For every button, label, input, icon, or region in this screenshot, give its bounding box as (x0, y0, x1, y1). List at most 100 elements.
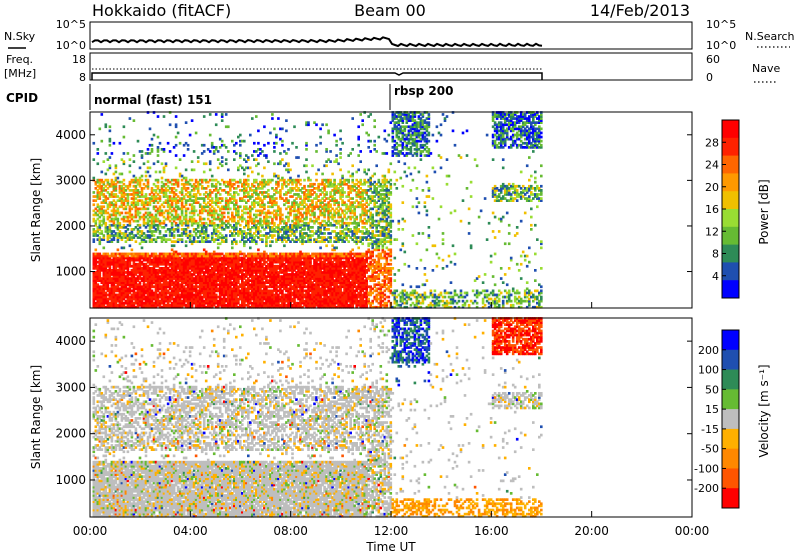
heatmap-cell (239, 134, 242, 137)
heatmap-cell (145, 175, 148, 178)
heatmap-cell (217, 150, 220, 153)
heatmap-cell (239, 224, 242, 227)
heatmap-cell (263, 167, 266, 170)
heatmap-cell (233, 158, 236, 161)
heatmap-cell (153, 234, 156, 237)
heatmap-cell (179, 142, 182, 145)
heatmap-cell (129, 171, 132, 174)
heatmap-cell (141, 179, 144, 182)
heatmap-cell (285, 130, 288, 133)
heatmap-cell (255, 179, 258, 182)
heatmap-cell (217, 247, 220, 250)
heatmap-cell (129, 117, 132, 120)
heatmap-cell (93, 142, 96, 145)
heatmap-cell (203, 115, 206, 118)
heatmap-cell (101, 140, 104, 143)
heatmap-cell (243, 140, 246, 143)
heatmap-cell (165, 162, 168, 165)
heatmap-cell (145, 193, 148, 196)
heatmap-cell (227, 150, 230, 153)
heatmap-cell (151, 138, 154, 141)
heatmap-cell (109, 125, 112, 128)
heatmap-cell (197, 156, 200, 159)
nsky-label: N.Sky (4, 30, 36, 43)
heatmap-cell (137, 140, 140, 143)
heatmap-cell (247, 156, 250, 159)
heatmap-cell (123, 136, 126, 139)
nsky-tick-top: 10^5 (56, 18, 86, 31)
heatmap-cell (289, 169, 292, 172)
heatmap-cell (287, 162, 290, 165)
heatmap-cell (249, 134, 252, 137)
heatmap-cell (177, 132, 180, 135)
heatmap-cell (203, 218, 206, 221)
heatmap-cell (161, 162, 164, 165)
heatmap-cell (255, 158, 258, 161)
heatmap-cell (237, 185, 240, 188)
heatmap-cell (179, 158, 182, 161)
heatmap-cell (115, 171, 118, 174)
heatmap-cell (221, 197, 224, 200)
heatmap-cell (173, 244, 176, 247)
heatmap-cell (261, 238, 264, 241)
heatmap-cell (203, 144, 206, 147)
heatmap-cell (227, 212, 230, 215)
heatmap-cell (211, 197, 214, 200)
heatmap-cell (273, 162, 276, 165)
heatmap-cell (263, 144, 266, 147)
heatmap-cell (185, 169, 188, 172)
heatmap-cell (105, 173, 108, 176)
heatmap-cell (287, 148, 290, 151)
heatmap-cell (113, 142, 116, 145)
heatmap-cell (235, 142, 238, 145)
heatmap-cell (175, 154, 178, 157)
nave-tick-top: 60 (706, 53, 720, 66)
heatmap-cell (237, 193, 240, 196)
heatmap-cell (275, 201, 278, 204)
heatmap-cell (169, 123, 172, 126)
heatmap-cell (141, 247, 144, 250)
heatmap-cell (247, 175, 250, 178)
heatmap-cell (273, 128, 276, 131)
heatmap-cell (251, 117, 254, 120)
heatmap-cell (285, 119, 288, 122)
heatmap-cell (157, 146, 160, 149)
heatmap-cell (175, 189, 178, 192)
heatmap-cell (135, 240, 138, 243)
heatmap-cell (105, 123, 108, 126)
heatmap-cell (271, 117, 274, 120)
heatmap-cell (305, 148, 308, 151)
heatmap-cell (269, 132, 272, 135)
heatmap-cell (251, 154, 254, 157)
heatmap-cell (293, 125, 296, 128)
heatmap-cell (105, 222, 108, 225)
heatmap-cell (117, 218, 120, 221)
heatmap-cell (149, 175, 152, 178)
heatmap-cell (257, 249, 260, 252)
heatmap-cell (225, 113, 228, 116)
heatmap-cell (111, 152, 114, 155)
heatmap-cell (211, 142, 214, 145)
heatmap-cell (177, 179, 180, 182)
heatmap-cell (215, 113, 218, 116)
heatmap-cell (195, 210, 198, 213)
heatmap-cell (93, 203, 96, 206)
heatmap-cell (215, 146, 218, 149)
heatmap-cell (161, 177, 164, 180)
heatmap-cell (285, 152, 288, 155)
heatmap-cell (275, 142, 278, 145)
heatmap-cell (139, 212, 142, 215)
heatmap-cell (223, 212, 226, 215)
heatmap-cell (257, 142, 260, 145)
heatmap-cell (117, 177, 120, 180)
heatmap-cell (281, 144, 284, 147)
heatmap-cell (299, 183, 302, 186)
heatmap-cell (153, 134, 156, 137)
heatmap-cell (101, 113, 104, 116)
heatmap-cell (123, 152, 126, 155)
cpid-mode-1: normal (fast) 151 (94, 93, 212, 107)
heatmap-cell (265, 154, 268, 157)
heatmap-cell (159, 171, 162, 174)
